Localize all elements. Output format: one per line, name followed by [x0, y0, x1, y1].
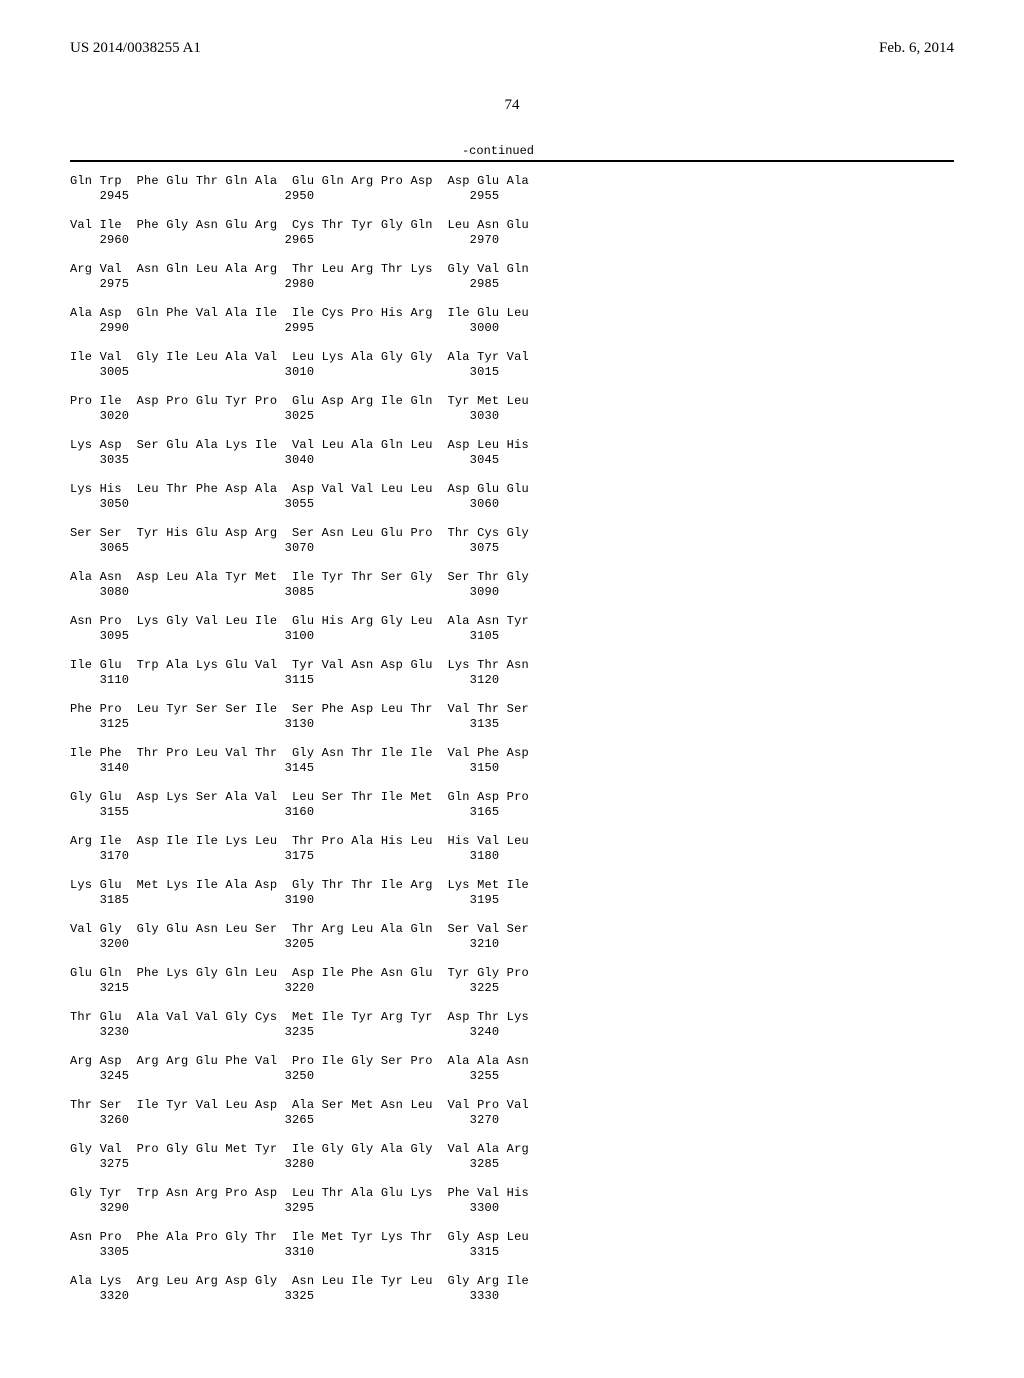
page-number: 74: [70, 97, 954, 114]
sequence-block: Arg Asp Arg Arg Glu Phe Val Pro Ile Gly …: [70, 1054, 954, 1084]
sequence-block: Gly Glu Asp Lys Ser Ala Val Leu Ser Thr …: [70, 790, 954, 820]
sequence-block: Glu Gln Phe Lys Gly Gln Leu Asp Ile Phe …: [70, 966, 954, 996]
aa-line: Thr Ser Ile Tyr Val Leu Asp Ala Ser Met …: [70, 1098, 954, 1113]
aa-line: Ile Phe Thr Pro Leu Val Thr Gly Asn Thr …: [70, 746, 954, 761]
position-line: 3320 3325 3330: [70, 1289, 954, 1304]
aa-line: Lys Glu Met Lys Ile Ala Asp Gly Thr Thr …: [70, 878, 954, 893]
horizontal-rule: [70, 160, 954, 162]
aa-line: Phe Pro Leu Tyr Ser Ser Ile Ser Phe Asp …: [70, 702, 954, 717]
aa-line: Asn Pro Lys Gly Val Leu Ile Glu His Arg …: [70, 614, 954, 629]
sequence-block: Gly Tyr Trp Asn Arg Pro Asp Leu Thr Ala …: [70, 1186, 954, 1216]
aa-line: Val Ile Phe Gly Asn Glu Arg Cys Thr Tyr …: [70, 218, 954, 233]
position-line: 3080 3085 3090: [70, 585, 954, 600]
position-line: 3275 3280 3285: [70, 1157, 954, 1172]
position-line: 3035 3040 3045: [70, 453, 954, 468]
sequence-block: Ala Asp Gln Phe Val Ala Ile Ile Cys Pro …: [70, 306, 954, 336]
position-line: 3110 3115 3120: [70, 673, 954, 688]
sequence-listing: Gln Trp Phe Glu Thr Gln Ala Glu Gln Arg …: [70, 174, 954, 1304]
sequence-block: Val Ile Phe Gly Asn Glu Arg Cys Thr Tyr …: [70, 218, 954, 248]
position-line: 2975 2980 2985: [70, 277, 954, 292]
sequence-block: Ala Asn Asp Leu Ala Tyr Met Ile Tyr Thr …: [70, 570, 954, 600]
aa-line: Thr Glu Ala Val Val Gly Cys Met Ile Tyr …: [70, 1010, 954, 1025]
aa-line: Lys His Leu Thr Phe Asp Ala Asp Val Val …: [70, 482, 954, 497]
aa-line: Asn Pro Phe Ala Pro Gly Thr Ile Met Tyr …: [70, 1230, 954, 1245]
position-line: 3050 3055 3060: [70, 497, 954, 512]
position-line: 3200 3205 3210: [70, 937, 954, 952]
sequence-block: Lys His Leu Thr Phe Asp Ala Asp Val Val …: [70, 482, 954, 512]
aa-line: Gln Trp Phe Glu Thr Gln Ala Glu Gln Arg …: [70, 174, 954, 189]
sequence-block: Asn Pro Lys Gly Val Leu Ile Glu His Arg …: [70, 614, 954, 644]
position-line: 3140 3145 3150: [70, 761, 954, 776]
sequence-block: Ile Phe Thr Pro Leu Val Thr Gly Asn Thr …: [70, 746, 954, 776]
position-line: 3260 3265 3270: [70, 1113, 954, 1128]
position-line: 2990 2995 3000: [70, 321, 954, 336]
aa-line: Lys Asp Ser Glu Ala Lys Ile Val Leu Ala …: [70, 438, 954, 453]
header-left: US 2014/0038255 A1: [70, 40, 201, 57]
aa-line: Ala Lys Arg Leu Arg Asp Gly Asn Leu Ile …: [70, 1274, 954, 1289]
position-line: 2960 2965 2970: [70, 233, 954, 248]
sequence-block: Asn Pro Phe Ala Pro Gly Thr Ile Met Tyr …: [70, 1230, 954, 1260]
position-line: 3065 3070 3075: [70, 541, 954, 556]
sequence-block: Pro Ile Asp Pro Glu Tyr Pro Glu Asp Arg …: [70, 394, 954, 424]
position-line: 3005 3010 3015: [70, 365, 954, 380]
position-line: 3215 3220 3225: [70, 981, 954, 996]
aa-line: Ile Val Gly Ile Leu Ala Val Leu Lys Ala …: [70, 350, 954, 365]
position-line: 3185 3190 3195: [70, 893, 954, 908]
aa-line: Arg Ile Asp Ile Ile Lys Leu Thr Pro Ala …: [70, 834, 954, 849]
position-line: 3125 3130 3135: [70, 717, 954, 732]
position-line: 3155 3160 3165: [70, 805, 954, 820]
sequence-block: Ile Val Gly Ile Leu Ala Val Leu Lys Ala …: [70, 350, 954, 380]
position-line: 3245 3250 3255: [70, 1069, 954, 1084]
position-line: 3095 3100 3105: [70, 629, 954, 644]
sequence-block: Ala Lys Arg Leu Arg Asp Gly Asn Leu Ile …: [70, 1274, 954, 1304]
sequence-block: Thr Ser Ile Tyr Val Leu Asp Ala Ser Met …: [70, 1098, 954, 1128]
header-right: Feb. 6, 2014: [879, 40, 954, 57]
sequence-block: Arg Ile Asp Ile Ile Lys Leu Thr Pro Ala …: [70, 834, 954, 864]
continued-label: -continued: [70, 144, 954, 158]
aa-line: Ala Asp Gln Phe Val Ala Ile Ile Cys Pro …: [70, 306, 954, 321]
aa-line: Glu Gln Phe Lys Gly Gln Leu Asp Ile Phe …: [70, 966, 954, 981]
position-line: 3305 3310 3315: [70, 1245, 954, 1260]
sequence-block: Arg Val Asn Gln Leu Ala Arg Thr Leu Arg …: [70, 262, 954, 292]
sequence-block: Lys Glu Met Lys Ile Ala Asp Gly Thr Thr …: [70, 878, 954, 908]
aa-line: Ser Ser Tyr His Glu Asp Arg Ser Asn Leu …: [70, 526, 954, 541]
sequence-block: Val Gly Gly Glu Asn Leu Ser Thr Arg Leu …: [70, 922, 954, 952]
sequence-block: Gly Val Pro Gly Glu Met Tyr Ile Gly Gly …: [70, 1142, 954, 1172]
sequence-block: Gln Trp Phe Glu Thr Gln Ala Glu Gln Arg …: [70, 174, 954, 204]
page-header: US 2014/0038255 A1 Feb. 6, 2014: [70, 40, 954, 57]
aa-line: Val Gly Gly Glu Asn Leu Ser Thr Arg Leu …: [70, 922, 954, 937]
sequence-block: Ser Ser Tyr His Glu Asp Arg Ser Asn Leu …: [70, 526, 954, 556]
aa-line: Gly Glu Asp Lys Ser Ala Val Leu Ser Thr …: [70, 790, 954, 805]
aa-line: Arg Val Asn Gln Leu Ala Arg Thr Leu Arg …: [70, 262, 954, 277]
aa-line: Ala Asn Asp Leu Ala Tyr Met Ile Tyr Thr …: [70, 570, 954, 585]
aa-line: Gly Tyr Trp Asn Arg Pro Asp Leu Thr Ala …: [70, 1186, 954, 1201]
page: US 2014/0038255 A1 Feb. 6, 2014 74 -cont…: [0, 0, 1024, 1378]
position-line: 3170 3175 3180: [70, 849, 954, 864]
sequence-block: Ile Glu Trp Ala Lys Glu Val Tyr Val Asn …: [70, 658, 954, 688]
aa-line: Ile Glu Trp Ala Lys Glu Val Tyr Val Asn …: [70, 658, 954, 673]
aa-line: Gly Val Pro Gly Glu Met Tyr Ile Gly Gly …: [70, 1142, 954, 1157]
sequence-block: Phe Pro Leu Tyr Ser Ser Ile Ser Phe Asp …: [70, 702, 954, 732]
position-line: 2945 2950 2955: [70, 189, 954, 204]
position-line: 3020 3025 3030: [70, 409, 954, 424]
aa-line: Pro Ile Asp Pro Glu Tyr Pro Glu Asp Arg …: [70, 394, 954, 409]
aa-line: Arg Asp Arg Arg Glu Phe Val Pro Ile Gly …: [70, 1054, 954, 1069]
position-line: 3230 3235 3240: [70, 1025, 954, 1040]
sequence-block: Lys Asp Ser Glu Ala Lys Ile Val Leu Ala …: [70, 438, 954, 468]
position-line: 3290 3295 3300: [70, 1201, 954, 1216]
sequence-block: Thr Glu Ala Val Val Gly Cys Met Ile Tyr …: [70, 1010, 954, 1040]
